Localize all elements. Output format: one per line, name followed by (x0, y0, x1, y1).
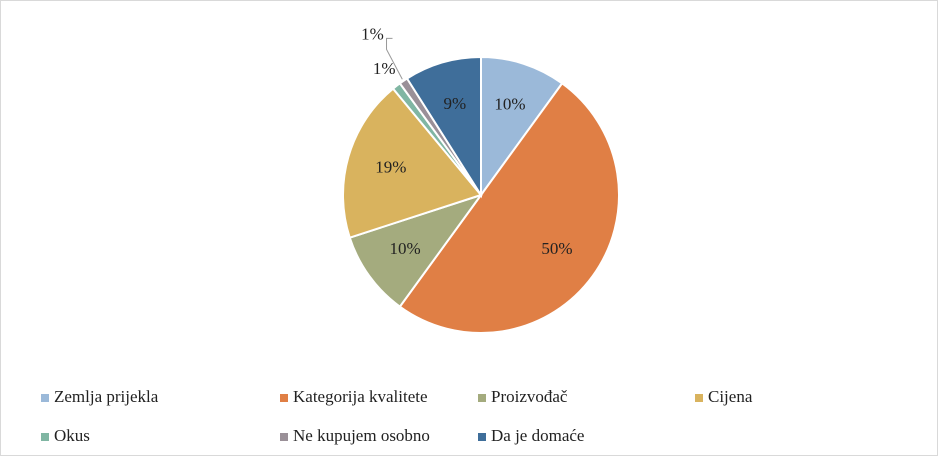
legend-swatch (478, 394, 486, 402)
pie-slice (398, 81, 620, 334)
pie-slice (348, 193, 484, 309)
pie-slice (480, 55, 564, 199)
data-label: 10% (494, 95, 525, 114)
legend-label: Ne kupujem osobno (293, 426, 430, 445)
leader-line (386, 37, 403, 80)
legend-label: Proizvođač (491, 387, 568, 406)
legend-swatch (280, 433, 288, 441)
legend-label: Okus (54, 426, 90, 445)
legend-swatch (695, 394, 703, 402)
pie-slice (405, 55, 482, 199)
pie-slice (342, 87, 483, 239)
data-label: 9% (443, 94, 466, 113)
legend-label: Zemlja prijekla (54, 387, 159, 406)
legend-swatch (41, 394, 49, 402)
legend-swatch (280, 394, 288, 402)
legend-label: Da je domaće (491, 426, 584, 445)
legend-swatch (41, 433, 49, 441)
data-label: 50% (541, 239, 572, 258)
data-label: 1% (373, 59, 396, 78)
data-label: 1% (361, 24, 384, 43)
legend-label: Kategorija kvalitete (293, 387, 428, 406)
legend-label: Cijena (708, 387, 753, 406)
data-label: 19% (375, 158, 406, 177)
data-label: 10% (389, 239, 420, 258)
legend-swatch (478, 433, 486, 441)
